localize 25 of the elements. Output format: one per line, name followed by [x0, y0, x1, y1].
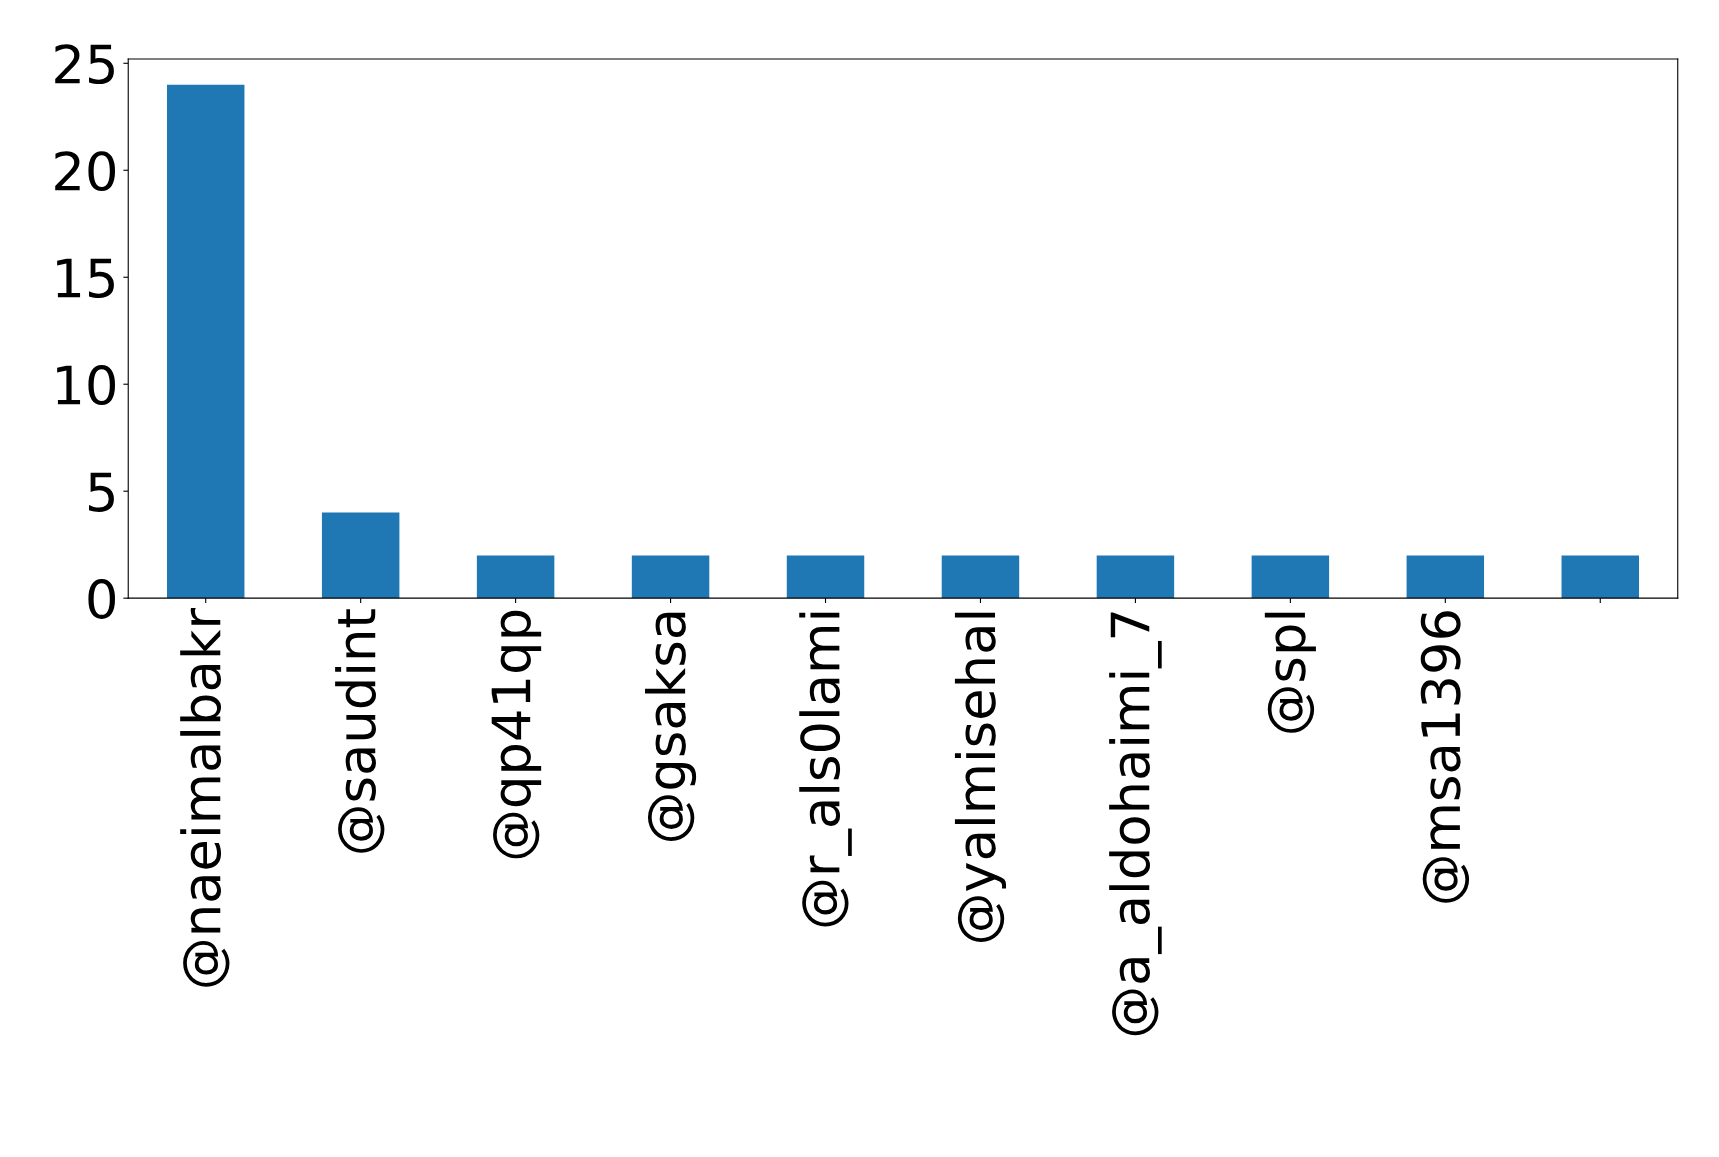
- x-tick-label: @msa1396: [1420, 611, 1470, 903]
- bar: [1406, 555, 1485, 599]
- bar: [941, 555, 1020, 599]
- x-tick-label: @gsaksa: [645, 612, 697, 841]
- x-tick-label: @qp41qp: [491, 610, 542, 859]
- bar: [166, 84, 245, 599]
- x-tick-label: @naeimalbakr: [180, 607, 230, 987]
- x-tick-label: @spl: [1264, 612, 1316, 733]
- y-tick-label: 10: [57, 365, 116, 406]
- y-tick-label: 0: [88, 579, 116, 619]
- y-tick-label: 25: [55, 44, 114, 85]
- bar: [321, 512, 400, 599]
- x-tick-label: @saudint: [335, 609, 385, 853]
- bar: [631, 555, 710, 599]
- y-tick-label: 15: [57, 258, 114, 299]
- bar: [1096, 555, 1175, 599]
- bar: [476, 555, 555, 599]
- bar: [1251, 555, 1330, 599]
- bar: [786, 555, 865, 599]
- y-tick-label: 20: [55, 151, 116, 192]
- y-tick-label: 5: [89, 472, 114, 512]
- x-tick-label: @r_als0lami: [799, 612, 852, 927]
- bar: [1561, 555, 1640, 599]
- x-tick-label: @a_aldohaimi_7: [1109, 612, 1162, 1036]
- x-tick-label: @yalmisehal: [954, 612, 1007, 942]
